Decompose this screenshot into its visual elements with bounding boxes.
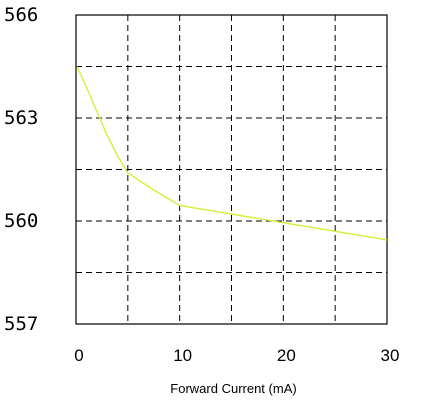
x-axis-tick-labels: 0 10 20 30 xyxy=(74,346,399,365)
y-tick-label: 563 xyxy=(4,107,38,129)
plot-area-frame xyxy=(75,14,388,325)
x-tick-label: 10 xyxy=(173,346,192,365)
y-tick-label: 560 xyxy=(4,210,38,232)
series-line xyxy=(76,66,388,241)
y-tick-label: 557 xyxy=(4,313,38,335)
grid-lines xyxy=(76,15,387,324)
x-tick-label: 30 xyxy=(381,346,400,365)
y-axis-tick-labels: 557 560 563 566 xyxy=(4,4,38,335)
series-lines xyxy=(76,66,388,241)
x-axis-label: Forward Current (mA) xyxy=(170,381,296,396)
y-tick-label: 566 xyxy=(4,4,38,26)
x-tick-label: 0 xyxy=(74,346,83,365)
x-tick-label: 20 xyxy=(277,346,296,365)
